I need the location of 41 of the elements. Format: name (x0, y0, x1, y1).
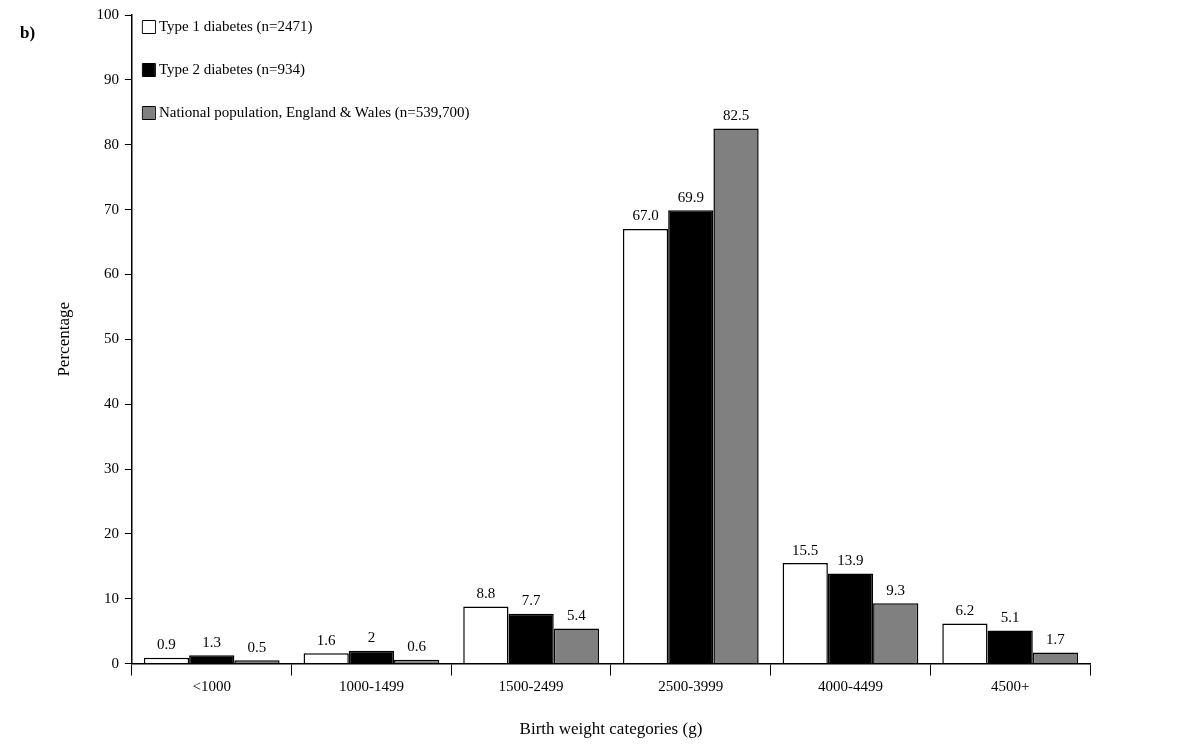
x-tick-label: 4000-4499 (817, 677, 883, 694)
data-label: 69.9 (677, 188, 704, 205)
y-tick-label: 10 (103, 589, 119, 606)
data-label: 0.5 (247, 638, 267, 655)
legend-label: Type 1 diabetes (n=2471) (158, 17, 313, 35)
data-label: 0.6 (407, 638, 427, 655)
data-label: 2 (367, 629, 376, 646)
text: b) (20, 22, 36, 42)
data-label: 5.4 (566, 607, 587, 624)
y-tick-label: 20 (103, 524, 119, 541)
data-label: 1.3 (202, 633, 222, 650)
x-tick-label: 1000-1499 (338, 677, 404, 694)
legend-label: National population, England & Wales (n=539,700) (158, 103, 470, 121)
x-axis-title: Birth weight categories (g) (519, 719, 703, 739)
x-tick-label: <1000 (192, 677, 231, 694)
y-tick-label: 70 (103, 200, 119, 217)
data-label: 13.9 (837, 551, 864, 568)
data-label: 15.5 (792, 541, 819, 558)
legend-label: Type 2 diabetes (n=934) (158, 60, 306, 78)
y-tick-label: 0 (111, 654, 119, 671)
y-axis-title: Percentage (53, 302, 73, 377)
y-tick-label: 60 (103, 265, 119, 282)
data-label: 9.3 (886, 581, 906, 598)
data-label: 8.8 (476, 584, 496, 601)
y-tick-label: 90 (103, 70, 119, 87)
data-label: 0.9 (157, 636, 176, 653)
data-label: 6.2 (955, 601, 975, 618)
y-tick-label: 50 (103, 330, 119, 347)
data-label: 1.7 (1046, 631, 1066, 648)
data-label: 82.5 (722, 106, 750, 123)
y-tick-label: 30 (103, 459, 119, 476)
x-tick-label: 4500+ (990, 677, 1030, 694)
data-label: 5.1 (1000, 608, 1020, 625)
data-label: 7.7 (521, 592, 541, 609)
y-tick-label: 40 (103, 395, 119, 412)
y-tick-label: 80 (103, 135, 119, 152)
x-tick-label: 2500-3999 (658, 677, 724, 694)
data-label: 67.0 (632, 207, 659, 224)
x-tick-label: 1500-2499 (498, 677, 564, 694)
y-tick-label: 100 (96, 5, 119, 22)
data-label: 1.6 (316, 631, 337, 648)
